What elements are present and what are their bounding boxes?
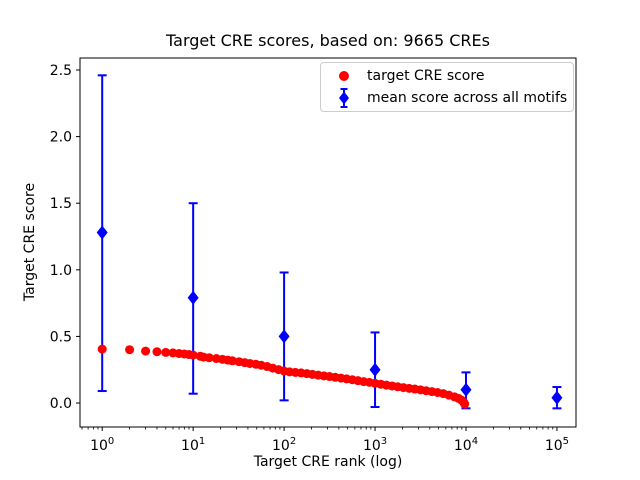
legend-label: mean score across all motifs [367,90,568,106]
y-tick-label: 0.0 [50,396,72,412]
target-score-point [161,347,171,357]
plot-frame [79,57,577,428]
x-tick-label: 101 [181,436,205,454]
legend: target CRE score mean score across all mo… [320,62,574,112]
y-tick-label: 2.5 [50,63,72,79]
mean-score-diamond [187,290,199,305]
y-tick-label: 1.0 [50,263,72,279]
mean-score-series [96,74,563,410]
target-score-point [460,399,470,409]
legend-entry: mean score across all motifs [321,88,573,109]
mean-score-diamond [96,225,108,240]
target-score-point [97,344,107,354]
circle-marker-icon [339,71,349,81]
x-axis-label: Target CRE rank (log) [253,454,403,470]
mean-score-diamond [369,362,381,377]
legend-circle-icon [321,71,367,81]
target-score-series [97,344,470,409]
chart-title: Target CRE scores, based on: 9665 CREs [166,31,490,50]
target-score-point [188,350,198,360]
x-tick-label: 103 [363,436,387,454]
y-tick-label: 2.0 [50,130,72,146]
x-tick-label: 105 [545,436,569,454]
mean-score-diamond [551,390,563,405]
x-tick-label: 102 [272,436,296,454]
legend-entry: target CRE score [321,66,573,87]
legend-label: target CRE score [367,68,485,84]
x-tick-label: 100 [90,436,114,454]
target-score-point [125,345,135,355]
y-tick-label: 0.5 [50,329,72,345]
target-score-point [141,346,151,356]
legend-diamond-errorbar-icon [321,87,367,109]
mean-score-diamond [278,329,290,344]
y-tick-label: 1.5 [50,196,72,212]
target-score-point [227,356,237,366]
target-score-point [204,353,214,363]
mean-score-diamond [460,382,472,397]
x-tick-label: 104 [454,436,478,454]
y-axis-label: Target CRE score [22,182,38,302]
target-score-point [152,347,162,357]
